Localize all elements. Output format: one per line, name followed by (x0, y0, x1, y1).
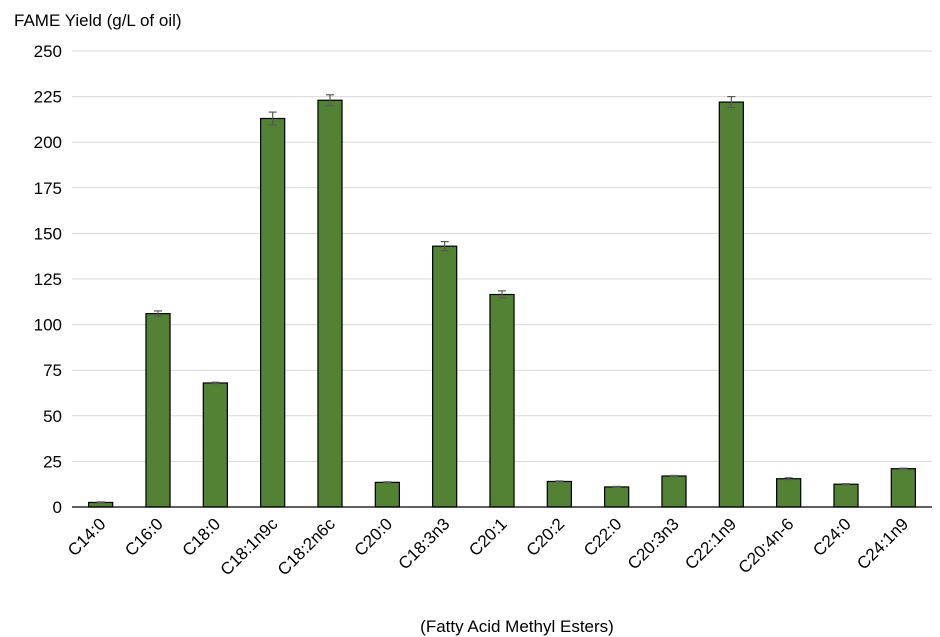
x-tick-label: C18:3n3 (395, 514, 454, 573)
error-bar (842, 483, 850, 486)
x-tick-label: C14:0 (64, 514, 110, 560)
y-tick-label: 25 (43, 452, 62, 471)
bar-c22-0 (604, 486, 630, 508)
x-tick-label: C20:0 (351, 514, 397, 560)
bars (88, 99, 916, 508)
error-bar (727, 95, 736, 109)
x-tick-label: C24:0 (809, 514, 855, 560)
x-axis-title: (Fatty Acid Methyl Esters) (420, 617, 614, 636)
error-bar (383, 481, 392, 484)
bar-c18-3n3 (432, 245, 458, 508)
bar-c24-0 (833, 483, 859, 508)
y-tick-label: 175 (34, 179, 62, 198)
error-bar (440, 241, 449, 252)
y-tick-label: 200 (34, 133, 62, 152)
error-bar (670, 474, 678, 478)
x-tick-label: C20:1 (465, 514, 511, 560)
y-tick-label: 125 (34, 270, 62, 289)
x-tick-label: C20:3n3 (624, 514, 683, 573)
y-tick-label: 0 (53, 498, 62, 517)
x-tick-label: C22:0 (580, 514, 626, 560)
error-bar (784, 477, 793, 481)
error-bar (96, 501, 105, 504)
x-tick-label: C18:0 (179, 514, 225, 560)
x-tick-label: C20:2 (523, 514, 569, 560)
x-tick-label: C20:4n-6 (735, 514, 798, 577)
error-bar (899, 467, 908, 470)
error-bar (268, 111, 277, 126)
bar-c20-3n3 (661, 475, 687, 508)
bar-c20-4n-6 (776, 478, 802, 508)
error-bar (498, 290, 506, 299)
error-bar (612, 485, 621, 489)
x-tick-label: C16:0 (121, 514, 167, 560)
bar-c16-0 (145, 313, 171, 508)
bar-c20-2 (546, 480, 572, 508)
y-tick-label: 150 (34, 224, 62, 243)
bar-c24-1n9 (890, 468, 916, 508)
bar-c22-1n9 (718, 101, 744, 508)
y-tick-labels: 0 25 50 75 100 125 150 175 200 225 250 (34, 42, 62, 517)
bar-c18-2n6c (317, 99, 343, 508)
y-axis-title: FAME Yield (g/L of oil) (14, 11, 182, 30)
x-tick-label: C18:1n9c (217, 514, 282, 579)
error-bar (326, 94, 334, 107)
error-bar (211, 381, 220, 385)
bar-c20-0 (374, 481, 400, 508)
bar-c18-0 (202, 382, 228, 508)
y-tick-label: 100 (34, 316, 62, 335)
error-bar (154, 310, 162, 317)
error-bars (96, 94, 908, 504)
y-tick-label: 225 (34, 88, 62, 107)
bar-c18-1n9c (260, 117, 286, 508)
x-tick-label: C24:1n9 (853, 514, 912, 573)
y-tick-label: 50 (43, 407, 62, 426)
y-tick-label: 250 (34, 42, 62, 61)
x-tick-label: C18:2n6c (274, 514, 339, 579)
error-bar (555, 480, 564, 483)
y-tick-label: 75 (43, 361, 62, 380)
bar-c20-1 (489, 293, 515, 508)
x-tick-label: C22:1n9 (681, 514, 740, 573)
